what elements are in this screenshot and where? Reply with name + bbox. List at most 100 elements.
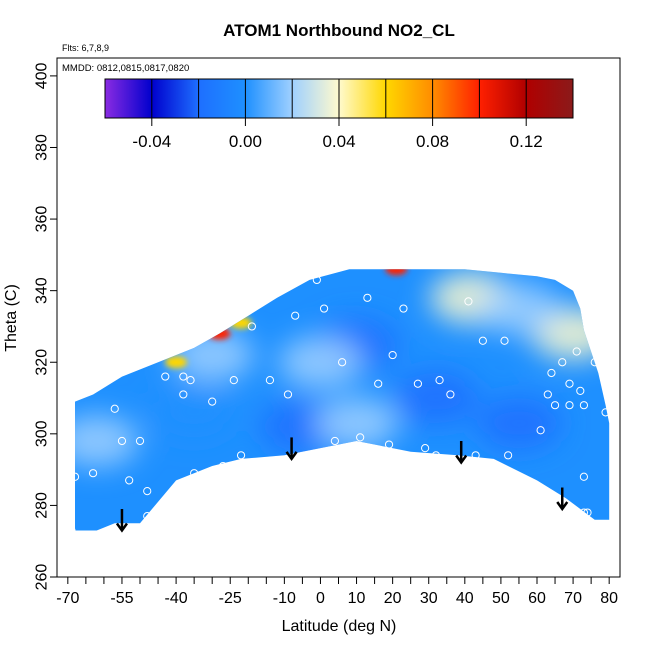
y-tick-label: 260 [34, 564, 51, 591]
sample-point [576, 386, 585, 395]
sample-point [117, 436, 127, 446]
y-tick-label: 400 [34, 62, 51, 89]
y-tick-label: 380 [34, 134, 51, 161]
x-tick-label: 30 [420, 590, 438, 607]
sample-point [421, 444, 430, 453]
colorbar-tick-label: 0.04 [322, 132, 355, 151]
sample-point [565, 379, 574, 388]
sample-point [413, 379, 422, 388]
x-axis: -70 -55 -40 -25 -10 0 10 20 30 40 50 60 70 80 [56, 577, 618, 607]
x-tick-label: 60 [528, 590, 546, 607]
sample-point [312, 275, 321, 285]
y-tick-label: 320 [34, 349, 51, 376]
sample-point [283, 390, 293, 399]
sample-point [579, 401, 589, 410]
sample-point [218, 461, 228, 471]
sample-points [67, 275, 610, 535]
sample-point [161, 372, 170, 381]
x-tick-label: -25 [219, 590, 242, 607]
sample-point [110, 404, 119, 413]
sample-point [435, 376, 444, 385]
sample-point [601, 408, 610, 417]
field-patch [278, 336, 363, 389]
sample-point [190, 469, 199, 478]
sample-point [504, 451, 513, 460]
colorbar-tick-label: 0.12 [510, 132, 543, 151]
sample-point [186, 376, 195, 385]
sample-point [388, 350, 397, 360]
sample-point [471, 451, 480, 460]
sample-point [356, 433, 365, 442]
x-tick-label: -55 [110, 590, 133, 607]
y-tick-label: 280 [34, 492, 51, 519]
down-arrow [285, 437, 298, 462]
field-patch [152, 386, 237, 439]
down-arrow [115, 508, 128, 533]
x-tick-label: 40 [456, 590, 474, 607]
sample-point [179, 372, 188, 381]
x-tick-label: -40 [165, 590, 188, 607]
field-patch [476, 397, 561, 450]
sample-point [446, 390, 455, 399]
chart-title: ATOM1 Northbound NO2_CL [223, 21, 455, 40]
sample-point [330, 436, 339, 446]
sample-point [579, 472, 589, 481]
sample-point [550, 401, 560, 410]
sample-point [374, 379, 383, 388]
sample-point [319, 304, 329, 313]
sample-point [464, 297, 473, 306]
hot-spot [165, 356, 188, 369]
x-tick-label: 70 [564, 590, 582, 607]
field-patch [75, 414, 139, 467]
colorbar: -0.04 0.00 0.04 0.08 0.12 [104, 78, 574, 151]
y-axis: 260 280 300 320 340 360 380 400 [34, 62, 57, 591]
arrow-head [455, 454, 468, 465]
sample-point [143, 512, 152, 521]
arrow-head [285, 451, 298, 462]
colorbar-tick-label: 0.00 [229, 132, 262, 151]
colorbar-tick-label: -0.04 [132, 132, 171, 151]
y-tick-label: 340 [34, 277, 51, 304]
sample-point [384, 440, 394, 449]
down-arrow [455, 440, 468, 465]
sample-point [500, 336, 509, 345]
sample-point [70, 472, 80, 481]
sample-point [590, 358, 599, 367]
arrow-head [115, 522, 128, 533]
sample-point [547, 368, 556, 378]
sample-point [399, 304, 408, 313]
sample-point [363, 293, 372, 302]
sample-point [229, 376, 238, 385]
sample-point [291, 311, 300, 320]
sample-point [265, 376, 275, 385]
sample-point [208, 397, 217, 406]
hot-spot [385, 269, 408, 276]
dates-label: MMDD: 0812,0815,0817,0820 [62, 63, 189, 74]
direction-arrows [115, 437, 569, 533]
sample-point [179, 390, 188, 399]
sample-point [67, 526, 76, 535]
sample-point [247, 322, 256, 331]
sample-point [572, 347, 581, 356]
sample-point [338, 358, 347, 367]
sample-point [135, 436, 145, 446]
arrow-head [556, 501, 569, 512]
sample-point [431, 451, 441, 460]
colorbar-tick-label: 0.08 [416, 132, 449, 151]
x-tick-label: 50 [492, 590, 510, 607]
sample-point [583, 508, 592, 517]
field-patch [314, 397, 399, 450]
x-tick-label: 10 [348, 590, 366, 607]
flights-label: Flts: 6,7,8,9 [62, 43, 109, 53]
y-tick-label: 300 [34, 420, 51, 447]
x-tick-label: -70 [56, 590, 79, 607]
sample-point [565, 401, 574, 410]
x-axis-label: Latitude (deg N) [282, 618, 397, 635]
field-patch [476, 282, 561, 335]
sample-point [536, 426, 545, 435]
field-patches [75, 271, 610, 467]
y-tick-label: 360 [34, 206, 51, 233]
sample-point [88, 469, 98, 478]
sample-point [543, 390, 552, 399]
